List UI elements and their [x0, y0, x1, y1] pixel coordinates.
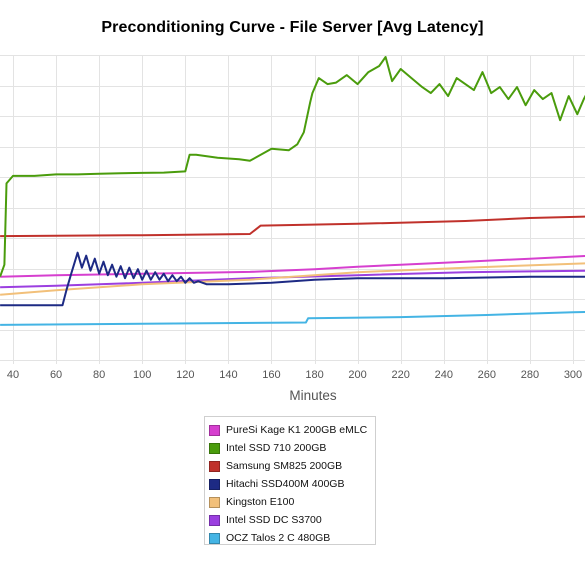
x-tick-label: 60	[50, 369, 62, 381]
series-line-kingston-e100	[0, 262, 585, 296]
legend-label: Hitachi SSD400M 400GB	[226, 478, 345, 490]
legend-item: Hitachi SSD400M 400GB	[209, 475, 375, 493]
series-line-ocz-talos-2-c-480gb	[0, 310, 585, 326]
legend: PureSi Kage K1 200GB eMLC Intel SSD 710 2…	[204, 416, 376, 545]
legend-swatch	[209, 514, 220, 526]
legend-item: Kingston E100	[209, 493, 375, 511]
legend-label: Intel SSD DC S3700	[226, 514, 322, 526]
series-line-hitachi-ssd400m-400gb	[0, 251, 585, 307]
x-tick-label: 160	[262, 369, 280, 381]
x-tick-label: 300	[564, 369, 582, 381]
legend-item: Intel SSD 710 200GB	[209, 439, 375, 457]
x-tick-label: 40	[7, 369, 19, 381]
legend-label: Samsung SM825 200GB	[226, 460, 343, 472]
legend-swatch	[209, 478, 220, 490]
x-tick-label: 220	[392, 369, 410, 381]
x-tick-label: 80	[93, 369, 105, 381]
x-tick-label: 120	[176, 369, 194, 381]
legend-swatch	[209, 460, 220, 472]
legend-item: PureSi Kage K1 200GB eMLC	[209, 421, 375, 439]
x-tick-label: 260	[478, 369, 496, 381]
legend-swatch	[209, 496, 220, 508]
grid-lines	[0, 55, 585, 364]
legend-label: Kingston E100	[226, 496, 295, 508]
legend-label: OCZ Talos 2 C 480GB	[226, 532, 331, 544]
legend-item: Intel SSD DC S3700	[209, 511, 375, 529]
x-tick-label: 140	[219, 369, 237, 381]
x-tick-label: 280	[521, 369, 539, 381]
series-line-samsung-sm825-200gb	[0, 215, 585, 238]
series-lines	[0, 56, 585, 326]
x-tick-labels: 40 60 80 100 120 140 160 180 200 220 240 260 280 300	[7, 369, 582, 381]
chart-title: Preconditioning Curve - File Server [Avg…	[101, 19, 484, 36]
x-tick-label: 180	[305, 369, 323, 381]
legend-swatch	[209, 442, 220, 454]
legend-item: OCZ Talos 2 C 480GB	[209, 529, 375, 547]
x-axis-label: Minutes	[289, 388, 337, 403]
legend-label: PureSi Kage K1 200GB eMLC	[226, 424, 368, 436]
x-tick-label: 240	[435, 369, 453, 381]
line-chart: 40 60 80 100 120 140 160 180 200 220 240 260 280 300 …	[0, 55, 585, 403]
x-tick-label: 100	[133, 369, 151, 381]
series-line-intel-ssd-710-200gb	[0, 56, 585, 278]
series-line-intel-ssd-dc-s3700	[0, 269, 585, 289]
legend-swatch	[209, 424, 220, 436]
legend-label: Intel SSD 710 200GB	[226, 442, 327, 454]
legend-item: Samsung SM825 200GB	[209, 457, 375, 475]
legend-swatch	[209, 532, 220, 544]
x-tick-label: 200	[348, 369, 366, 381]
